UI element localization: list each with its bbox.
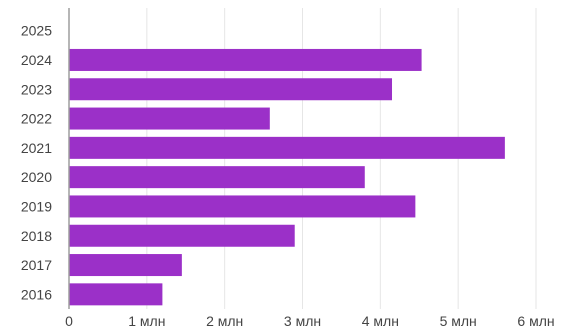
- bar-2023: [69, 78, 393, 101]
- y-tick-label-2022: 2022: [21, 111, 52, 127]
- bar-2021: [69, 136, 505, 159]
- x-tick-label-1: 1 млн: [128, 313, 165, 329]
- y-tick-label-2019: 2019: [21, 198, 52, 214]
- y-axis-labels: 2025 2024 2023 2022 2021 2020 2019 2018 2017 2016: [21, 23, 52, 303]
- bars-group: [69, 48, 505, 306]
- x-tick-label-2: 2 млн: [206, 313, 243, 329]
- x-tick-label-0: 0: [65, 313, 73, 329]
- x-axis-labels: 0 1 млн 2 млн 3 млн 4 млн 5 млн 6 млн: [65, 313, 555, 329]
- bar-2017: [69, 254, 182, 277]
- y-tick-label-2020: 2020: [21, 169, 52, 185]
- bar-2016: [69, 283, 163, 306]
- x-tick-label-3: 3 млн: [284, 313, 321, 329]
- x-tick-label-6: 6 млн: [517, 313, 554, 329]
- y-tick-label-2023: 2023: [21, 81, 52, 97]
- bar-2022: [69, 107, 270, 130]
- bar-2024: [69, 48, 422, 71]
- y-tick-label-2016: 2016: [21, 286, 52, 302]
- bar-2018: [69, 224, 295, 247]
- y-tick-label-2018: 2018: [21, 228, 52, 244]
- y-tick-label-2025: 2025: [21, 23, 52, 39]
- x-tick-label-4: 4 млн: [362, 313, 399, 329]
- bar-2019: [69, 195, 416, 218]
- y-tick-label-2017: 2017: [21, 257, 52, 273]
- bar-2020: [69, 166, 365, 189]
- y-tick-label-2021: 2021: [21, 140, 52, 156]
- x-tick-label-5: 5 млн: [440, 313, 477, 329]
- y-tick-label-2024: 2024: [21, 52, 52, 68]
